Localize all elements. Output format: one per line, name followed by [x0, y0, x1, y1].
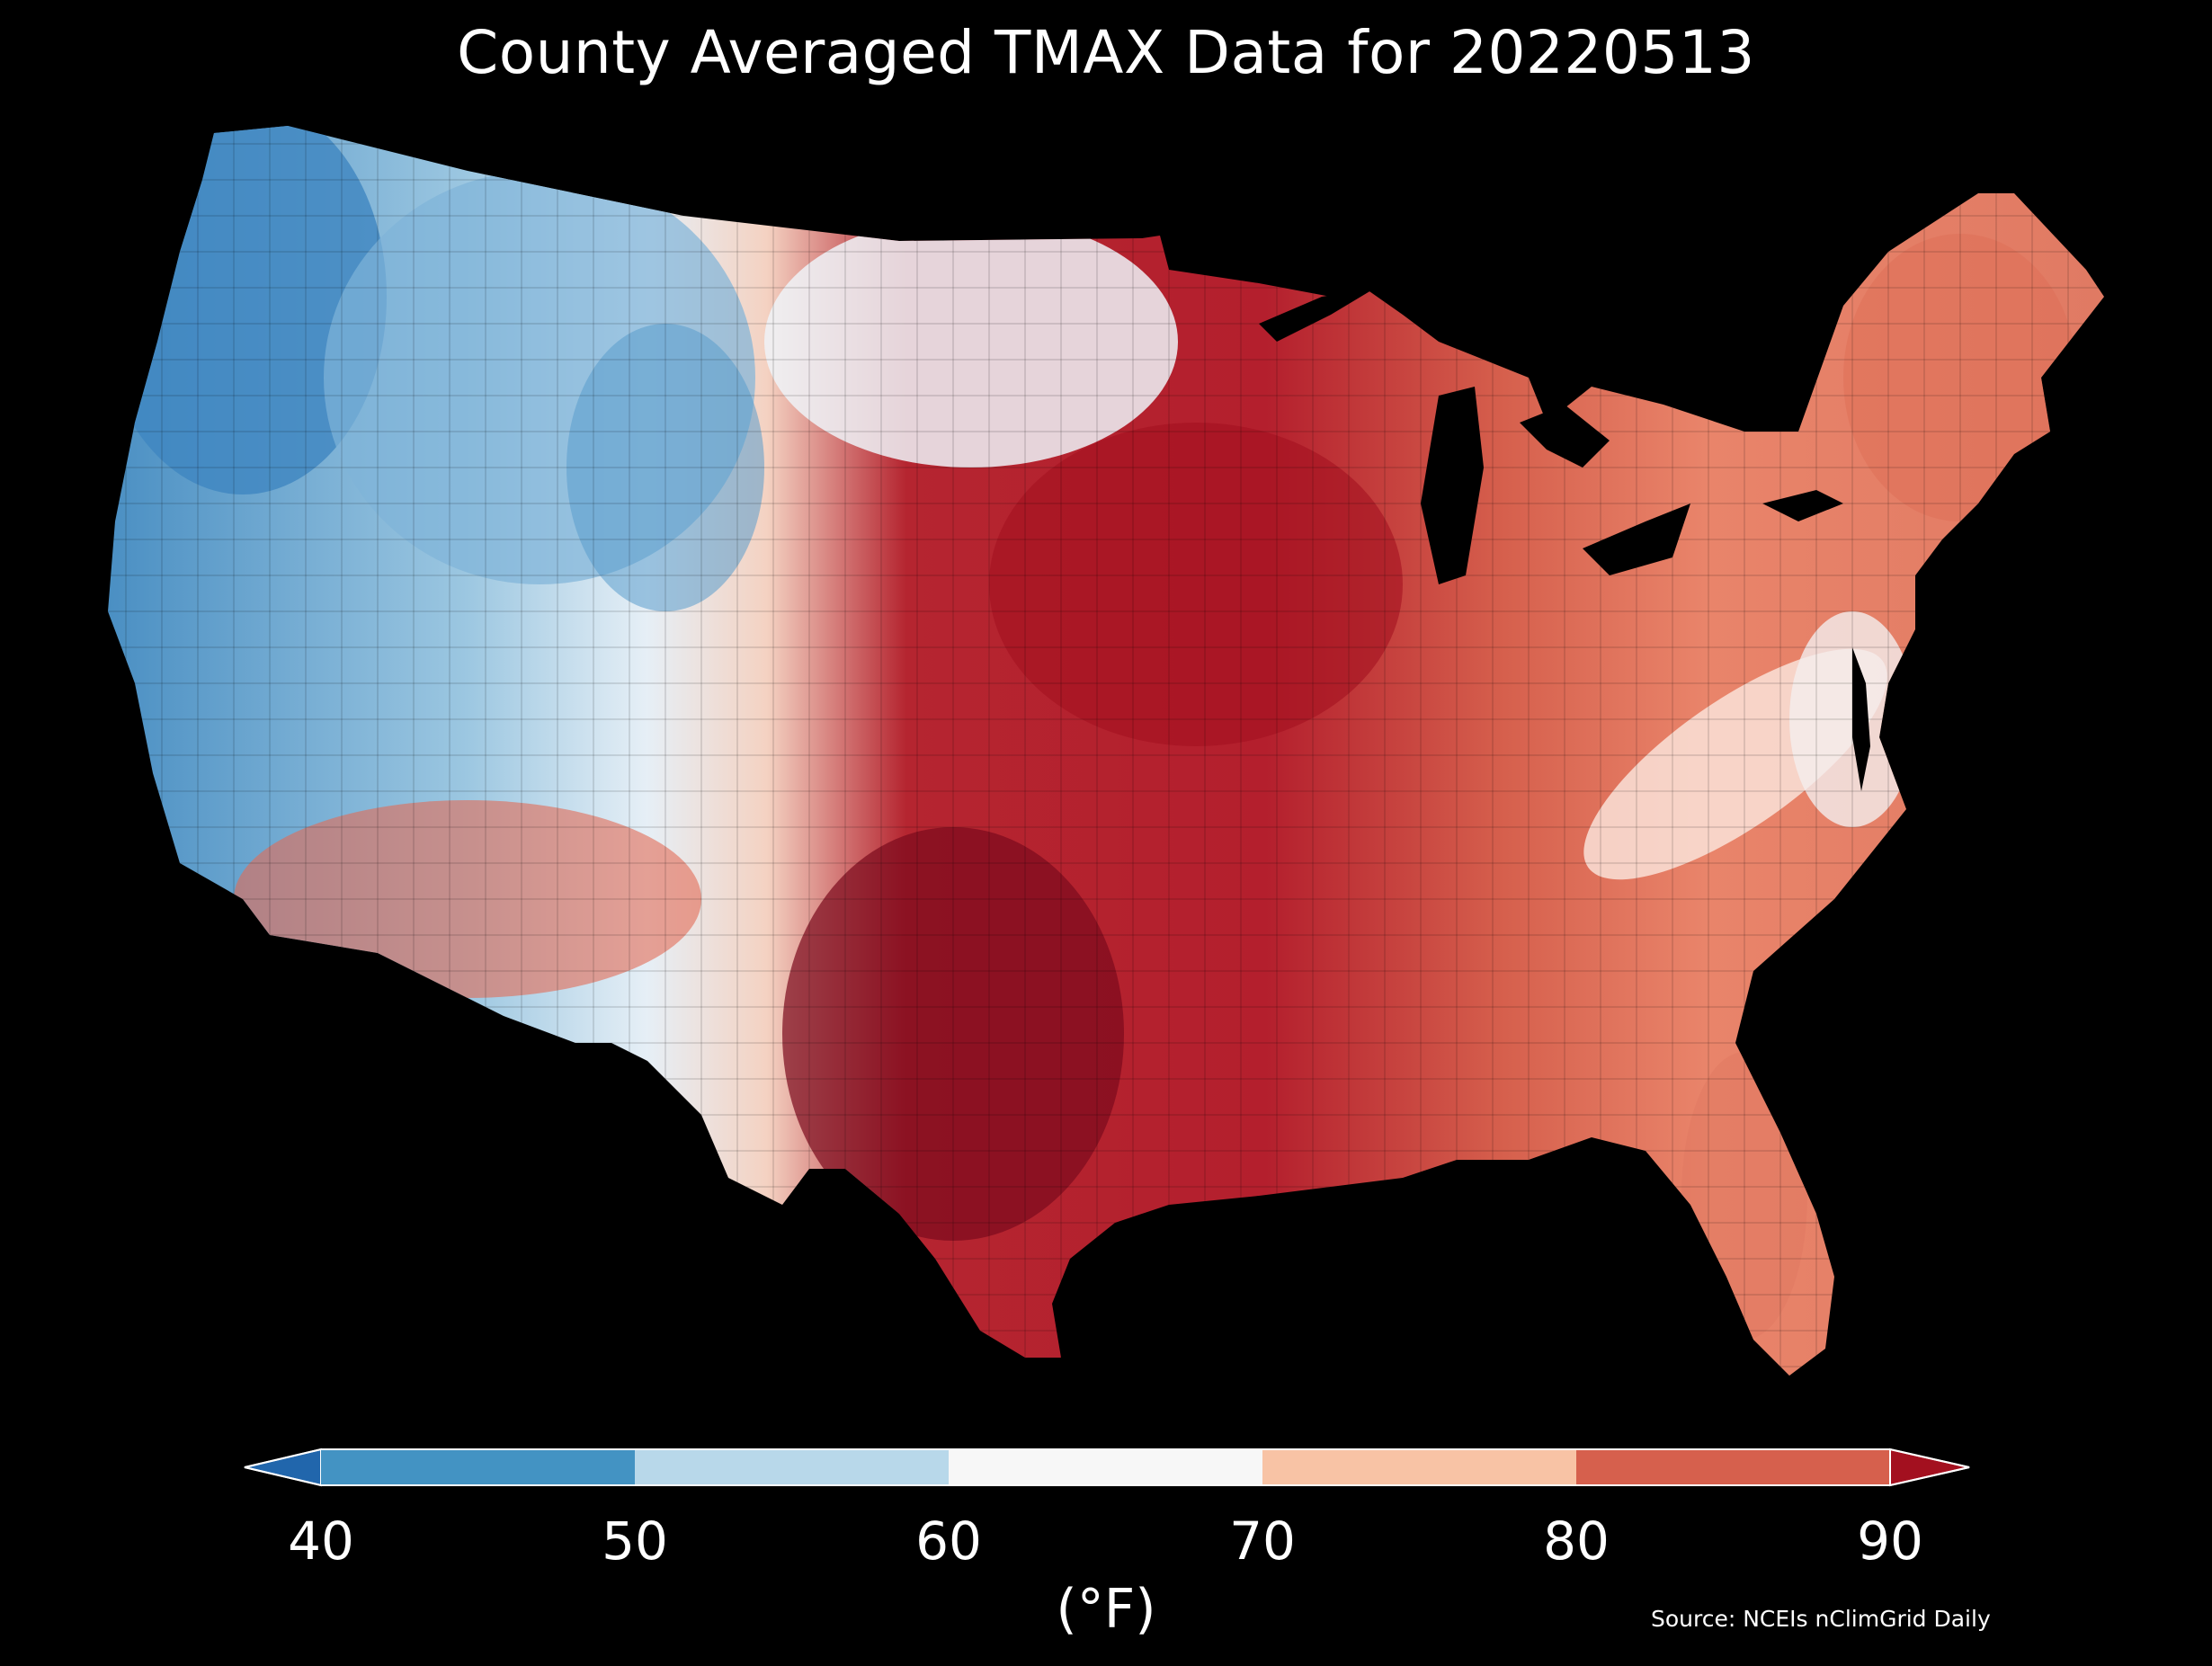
great-lakes: [1259, 288, 1843, 584]
wyoming-cool-region: [566, 324, 764, 611]
colorbar-bin-70-80: [1262, 1449, 1576, 1485]
chesapeake-bay: [1852, 647, 1870, 791]
colorbar-extend-high: [1889, 1448, 1970, 1487]
southwest-warm-region: [234, 800, 701, 998]
texas-hot-region: [782, 827, 1124, 1241]
colorbar-bin-50-60: [635, 1449, 949, 1485]
midwest-hot-region: [989, 423, 1403, 746]
colorbar-extend-low: [244, 1448, 322, 1487]
colorbar-bin-80-90: [1576, 1449, 1890, 1485]
colorbar-bin-40-50: [321, 1449, 635, 1485]
colorbar-frame: [244, 1448, 1970, 1486]
colorbar-bin-60-70: [949, 1449, 1262, 1485]
northern-plains-pale-region: [764, 216, 1178, 468]
colorbar-unit-label: (°F): [1056, 1578, 1156, 1641]
map-title: County Averaged TMAX Data for 20220513: [457, 18, 1755, 87]
new-england-warm-region: [1843, 234, 2077, 521]
source-credit: Source: NCEIs nClimGrid Daily: [1651, 1606, 1991, 1632]
